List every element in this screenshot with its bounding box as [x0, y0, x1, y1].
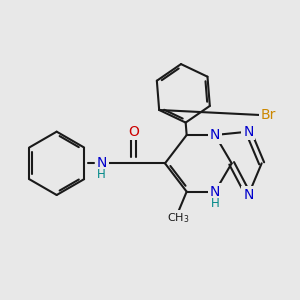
- Text: N: N: [210, 185, 220, 199]
- Text: Br: Br: [261, 108, 276, 122]
- Text: CH$_3$: CH$_3$: [167, 212, 190, 225]
- Text: H: H: [211, 197, 219, 210]
- Text: N: N: [243, 188, 254, 202]
- Text: N: N: [97, 156, 107, 170]
- Text: H: H: [97, 169, 106, 182]
- Text: O: O: [128, 125, 139, 139]
- Text: N: N: [210, 128, 220, 142]
- Text: N: N: [243, 125, 254, 139]
